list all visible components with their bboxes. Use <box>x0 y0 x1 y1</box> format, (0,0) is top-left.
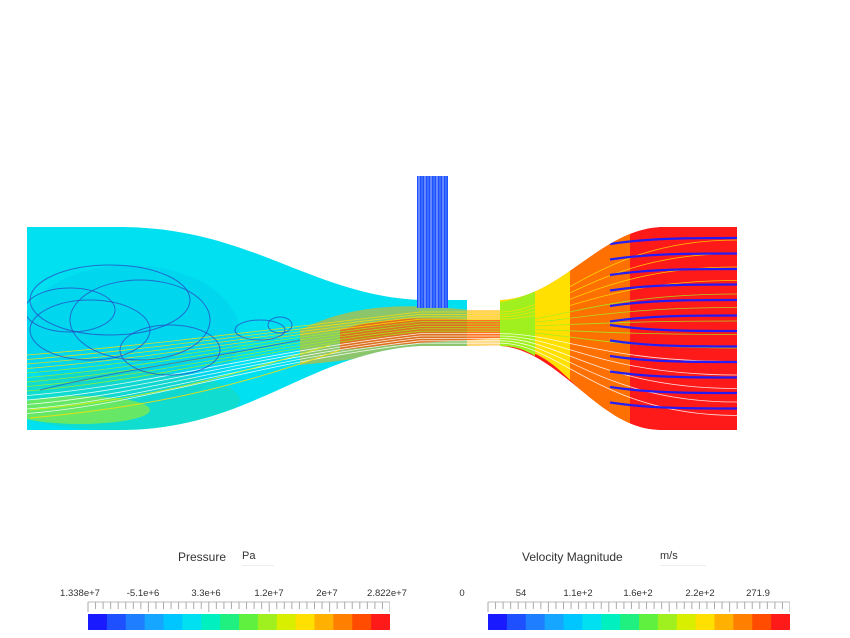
colorbar-segment <box>88 614 108 630</box>
velocity-tick-labels: 0 54 1.1e+2 1.6e+2 2.2e+2 271.9 <box>459 588 790 604</box>
colorbar-segment <box>488 614 508 630</box>
streamline <box>609 354 737 364</box>
colorbar-segment <box>676 614 697 630</box>
streamline <box>234 319 286 341</box>
colorbar-segment <box>752 614 772 630</box>
streamline <box>27 342 737 416</box>
colorbar-segment <box>563 614 583 630</box>
pressure-tick-label: 1.2e+7 <box>254 588 284 599</box>
velocity-legend: Velocity Magnitude m/s 0 54 1.1e+2 1.6e+… <box>459 540 790 635</box>
streamline <box>27 280 737 369</box>
pressure-colorbar <box>87 601 390 630</box>
pressure-unit-select[interactable]: Pa <box>242 550 274 566</box>
venturi-flow-render <box>27 176 737 430</box>
streamline <box>27 253 737 360</box>
streamline <box>609 385 737 395</box>
velocity-tick-label: 1.6e+2 <box>623 588 653 599</box>
colorbar-segment <box>106 614 127 630</box>
streamline <box>609 298 737 308</box>
streamline <box>609 401 737 410</box>
streamline <box>609 370 737 379</box>
pressure-tick-labels: 1.338e+7 -5.1e+6 3.3e+6 1.2e+7 2e+7 2.82… <box>60 588 407 604</box>
streamline <box>69 279 211 361</box>
pressure-tick-label: 1.338e+7 <box>60 588 100 599</box>
streamline <box>267 316 293 334</box>
colorbar-segment <box>771 614 790 630</box>
velocity-tick-label: 54 <box>515 588 527 599</box>
streamline <box>27 320 737 383</box>
colorbar-segment <box>544 614 564 630</box>
colorbar-segment <box>276 614 297 630</box>
pressure-tick-label: 2e+7 <box>316 588 338 599</box>
colorbar-segment <box>314 614 334 630</box>
colorbar-segment <box>352 614 372 630</box>
colorbar-segment <box>506 614 527 630</box>
streamline <box>609 236 737 246</box>
colorbar-segment <box>714 614 734 630</box>
colorbar-segment <box>657 614 678 630</box>
streamline <box>27 266 737 365</box>
velocity-legend-title: Velocity Magnitude <box>522 550 623 564</box>
pressure-tick-label: -5.1e+6 <box>126 588 160 599</box>
streamline <box>27 239 737 356</box>
streamline <box>29 349 341 419</box>
velocity-tick-label: 271.9 <box>746 588 770 599</box>
pressure-tick-label: 2.822e+7 <box>367 588 407 599</box>
pressure-tick-label: 3.3e+6 <box>191 588 221 599</box>
streamline <box>27 340 737 410</box>
streamline <box>609 283 737 292</box>
colorbar-segment <box>639 614 659 630</box>
injector-pipe <box>417 176 448 308</box>
streamline <box>29 264 191 336</box>
venturi-duct <box>27 227 737 430</box>
streamline <box>27 335 737 401</box>
streamline <box>609 252 737 261</box>
streamline <box>609 267 737 277</box>
colorbar-segment <box>125 614 146 630</box>
pressure-legend-title: Pressure <box>178 550 227 564</box>
streamline <box>27 333 737 396</box>
streamline <box>29 344 331 411</box>
colorbar-segment <box>257 614 278 630</box>
colorbar-segment <box>733 614 753 630</box>
simulation-viewport[interactable] <box>0 0 850 520</box>
colorbar-segment <box>620 614 640 630</box>
velocity-tick-label: 1.1e+2 <box>563 588 593 599</box>
velocity-tick-label: 2.2e+2 <box>685 588 715 599</box>
streamline <box>27 293 737 374</box>
velocity-unit-select[interactable]: m/s <box>660 550 706 566</box>
velocity-colorbar <box>487 601 790 630</box>
colorbar-segment <box>601 614 621 630</box>
colorbar-segment <box>144 614 164 630</box>
colorbar-segment <box>201 614 221 630</box>
velocity-tick-label: 0 <box>459 588 465 599</box>
pressure-legend: Pressure Pa 1.338e+7 -5.1e+6 3.3e+6 1.2e… <box>60 540 407 635</box>
streamline <box>609 314 737 323</box>
colorbar-segment <box>163 614 183 630</box>
colorbar-segment <box>239 614 259 630</box>
streamline <box>39 339 301 391</box>
streamline <box>609 323 737 333</box>
streamline <box>27 287 116 333</box>
colorbar-segment <box>295 614 315 630</box>
colorbar-segment <box>525 614 546 630</box>
streamline <box>27 328 737 387</box>
colorbar-segment <box>333 614 353 630</box>
streamline <box>609 339 737 348</box>
colorbar-segment <box>182 614 202 630</box>
colorbar-segment <box>220 614 240 630</box>
streamline <box>119 324 221 376</box>
colorbar-segment <box>695 614 715 630</box>
colorbar-segment <box>371 614 390 630</box>
colorbar-segment <box>582 614 602 630</box>
